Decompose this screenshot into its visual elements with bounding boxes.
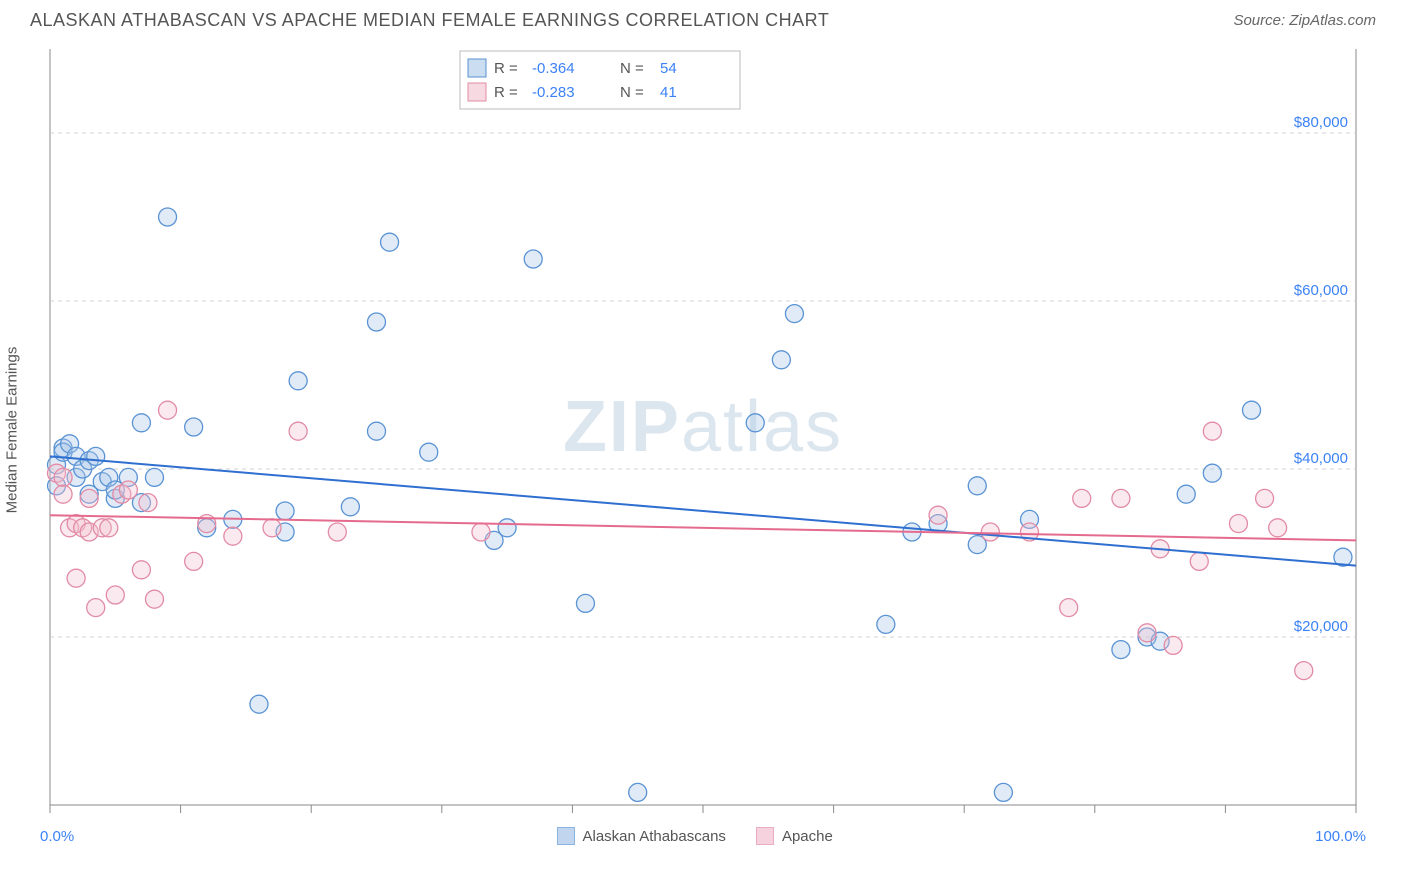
y-tick-label: $60,000 [1294,282,1348,299]
stats-text: -0.283 [532,84,575,101]
data-point [1243,401,1261,419]
data-point [1229,515,1247,533]
stats-text: -0.364 [532,60,575,77]
trend-line [50,515,1356,540]
data-point [1203,422,1221,440]
data-point [341,498,359,516]
data-point [772,351,790,369]
y-tick-label: $20,000 [1294,618,1348,635]
y-axis-label: Median Female Earnings [4,347,21,514]
data-point [968,477,986,495]
data-point [54,468,72,486]
data-point [224,527,242,545]
y-tick-label: $80,000 [1294,114,1348,131]
data-point [1256,489,1274,507]
data-point [289,372,307,390]
data-point [67,569,85,587]
data-point [145,590,163,608]
data-point [1138,624,1156,642]
data-point [368,422,386,440]
legend-item: Alaskan Athabascans [557,827,726,845]
source-label: Source: ZipAtlas.com [1233,12,1376,29]
data-point [54,485,72,503]
data-point [1112,489,1130,507]
data-point [1060,599,1078,617]
data-point [1269,519,1287,537]
data-point [145,468,163,486]
data-point [119,481,137,499]
scatter-chart: $20,000 $40,000 $60,000 $80,000 ZIPatlas R =-… [30,35,1376,825]
legend-swatch [557,827,575,845]
data-point [368,313,386,331]
stats-text: N = [620,84,644,101]
stats-text: R = [494,84,518,101]
legend-swatch [756,827,774,845]
data-point [1203,464,1221,482]
data-point [159,208,177,226]
data-point [87,599,105,617]
stats-swatch [468,59,486,77]
stats-swatch [468,83,486,101]
x-axis-min-label: 0.0% [40,828,74,845]
data-point [498,519,516,537]
data-point [1112,641,1130,659]
data-point [472,523,490,541]
legend-item: Apache [756,827,833,845]
legend-bottom: Alaskan Athabascans Apache [557,827,833,845]
y-tick-label: $40,000 [1294,450,1348,467]
data-point [185,552,203,570]
legend-label: Apache [782,828,833,845]
data-point [381,233,399,251]
data-point [877,615,895,633]
data-point [132,414,150,432]
trend-line [50,456,1356,565]
data-point [132,561,150,579]
data-point [100,519,118,537]
data-point [80,489,98,507]
data-point [87,447,105,465]
x-axis-max-label: 100.0% [1315,828,1366,845]
data-point [1177,485,1195,503]
data-point [1190,552,1208,570]
data-point [159,401,177,419]
watermark: ZIPatlas [563,387,843,467]
data-point [929,506,947,524]
stats-text: R = [494,60,518,77]
data-point [981,523,999,541]
data-point [250,695,268,713]
data-point [289,422,307,440]
legend-label: Alaskan Athabascans [583,828,726,845]
data-point [1295,662,1313,680]
stats-text: N = [620,60,644,77]
data-point [420,443,438,461]
chart-title: ALASKAN ATHABASCAN VS APACHE MEDIAN FEMA… [30,10,829,31]
data-point [263,519,281,537]
data-point [524,250,542,268]
data-point [576,594,594,612]
data-point [276,502,294,520]
data-point [185,418,203,436]
stats-text: 41 [660,84,677,101]
data-point [785,305,803,323]
data-point [139,494,157,512]
data-point [328,523,346,541]
data-point [1073,489,1091,507]
data-point [994,783,1012,801]
data-point [106,586,124,604]
stats-text: 54 [660,60,677,77]
data-point [629,783,647,801]
data-point [1164,636,1182,654]
data-point [746,414,764,432]
